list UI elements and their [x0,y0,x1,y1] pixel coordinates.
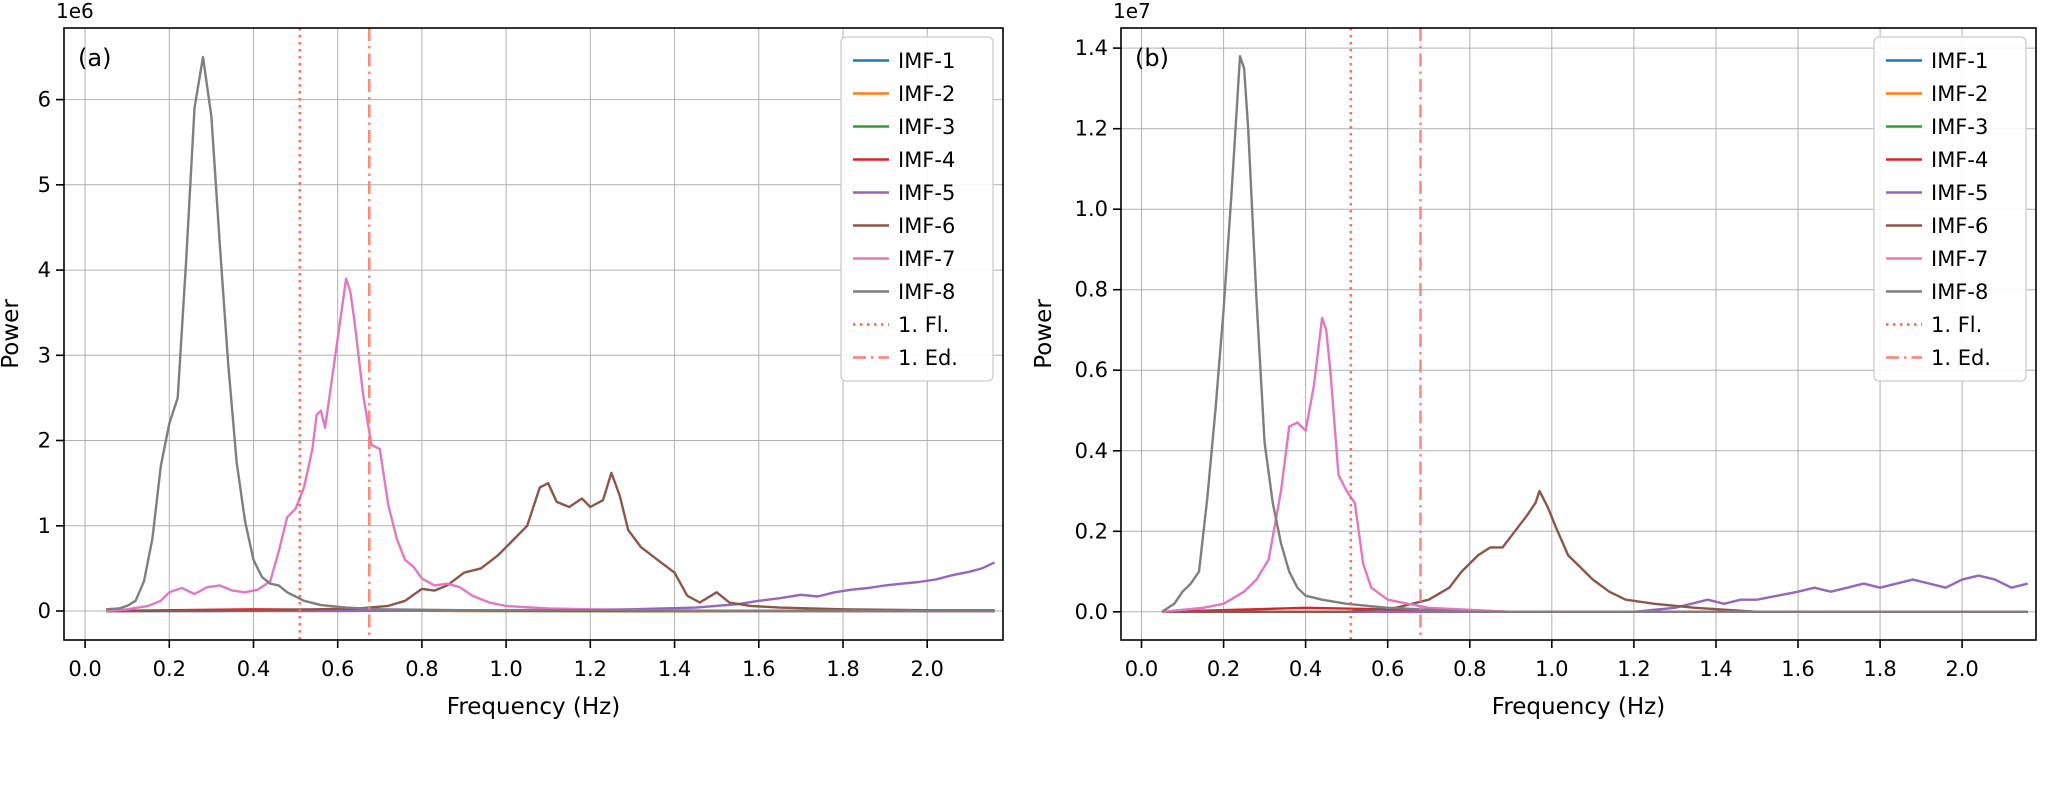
y-tick-label: 0.2 [1075,519,1108,543]
x-tick-label: 0.4 [237,657,270,681]
x-tick-label: 1.0 [1535,657,1568,681]
x-tick-label: 1.2 [1617,657,1650,681]
legend-label-IMF-2: IMF-2 [898,82,955,106]
y-tick-label: 0.6 [1075,358,1108,382]
y-tick-label: 3 [38,343,51,367]
y-tick-label: 2 [38,429,51,453]
y-tick-label: 0.4 [1075,439,1108,463]
x-tick-label: 2.0 [1945,657,1978,681]
panel-label: (b) [1135,44,1169,72]
x-tick-label: 0.8 [405,657,438,681]
series-line-IMF-6 [1162,489,2028,613]
legend-label-IMF-6: IMF-6 [898,214,955,238]
y-tick-label: 0.0 [1075,600,1108,624]
legend: IMF-1 IMF-2 IMF-3 IMF-4 IMF-5 IMF-6 IMF-7 IMF-8… [1873,36,2027,382]
x-tick-label: 0.0 [68,657,101,681]
legend-label-IMF-2: IMF-2 [1931,82,1988,106]
x-tick-label: 1.0 [489,657,522,681]
legend-label-1. Fl.: 1. Fl. [1931,313,1982,337]
x-tick-label: 1.8 [1863,657,1896,681]
legend-label-1. Fl.: 1. Fl. [898,313,949,337]
legend-label-IMF-4: IMF-4 [1931,148,1988,172]
x-axis-label: Frequency (Hz) [447,694,620,720]
series-line-IMF-7 [1161,316,2028,613]
y-tick-label: 0 [38,599,51,623]
legend-label-IMF-4: IMF-4 [898,148,955,172]
x-tick-label: 1.6 [742,657,775,681]
y-axis-label: Power [0,299,24,369]
offset-text: 1e6 [56,0,94,23]
axes-spines [1120,27,2037,641]
y-tick-label: 1 [38,514,51,538]
legend-label-1. Ed.: 1. Ed. [898,346,958,370]
y-axis-label: Power [1033,299,1057,369]
legend-label-IMF-8: IMF-8 [898,280,955,304]
legend-label-IMF-5: IMF-5 [898,181,955,205]
x-tick-label: 0.2 [1207,657,1240,681]
y-tick-label: 1.4 [1075,36,1108,60]
x-tick-label: 0.6 [1371,657,1404,681]
x-tick-label: 0.2 [153,657,186,681]
chart-panel-a: 0.0 0.2 0.4 0.6 0.8 1.0 1.2 1.4 1.6 1.8 2.0 0 1 2 3 4 5 6… [0,0,1033,789]
x-tick-label: 1.4 [658,657,691,681]
legend-label-1. Ed.: 1. Ed. [1931,346,1991,370]
y-tick-label: 1.2 [1075,117,1108,141]
x-tick-label: 0.8 [1453,657,1486,681]
x-axis-label: Frequency (Hz) [1492,694,1665,720]
x-tick-label: 0.0 [1125,657,1158,681]
legend-label-IMF-8: IMF-8 [1931,280,1988,304]
x-tick-label: 1.6 [1781,657,1814,681]
series-line-IMF-5 [106,561,996,613]
series-line-IMF-6 [106,471,995,613]
y-tick-label: 5 [38,173,51,197]
legend-label-IMF-1: IMF-1 [1931,49,1988,73]
x-tick-label: 0.4 [1289,657,1322,681]
x-tick-label: 1.2 [574,657,607,681]
legend-label-IMF-5: IMF-5 [1931,181,1988,205]
series-line-IMF-8 [106,55,995,613]
offset-text: 1e7 [1113,0,1151,23]
chart-svg: 0.0 0.2 0.4 0.6 0.8 1.0 1.2 1.4 1.6 1.8 2.0 0.0 0.2 0… [1031,0,2037,720]
legend-label-IMF-1: IMF-1 [898,49,955,73]
legend-label-IMF-7: IMF-7 [1931,247,1988,271]
legend-label-IMF-3: IMF-3 [1931,115,1988,139]
series-line-IMF-8 [1161,55,2028,613]
legend-label-IMF-6: IMF-6 [1931,214,1988,238]
series-line-IMF-5 [1162,574,2029,613]
chart-svg: 0.0 0.2 0.4 0.6 0.8 1.0 1.2 1.4 1.6 1.8 2.0 0 1 2 3 4 5 6… [0,0,1004,720]
y-tick-label: 1.0 [1075,197,1108,221]
y-tick-label: 0.8 [1075,278,1108,302]
legend-label-IMF-7: IMF-7 [898,247,955,271]
x-tick-label: 0.6 [321,657,354,681]
legend: IMF-1 IMF-2 IMF-3 IMF-4 IMF-5 IMF-6 IMF-7 IMF-8… [840,36,994,382]
legend-label-IMF-3: IMF-3 [898,115,955,139]
axes-spines [63,27,1004,641]
x-tick-label: 2.0 [910,657,943,681]
x-tick-label: 1.4 [1699,657,1732,681]
chart-panel-b: 0.0 0.2 0.4 0.6 0.8 1.0 1.2 1.4 1.6 1.8 2.0 0.0 0.2 0… [1031,0,2066,789]
series-line-IMF-7 [106,277,995,613]
y-tick-label: 4 [38,258,51,282]
panel-label: (a) [78,44,111,72]
y-tick-label: 6 [38,88,51,112]
x-tick-label: 1.8 [826,657,859,681]
